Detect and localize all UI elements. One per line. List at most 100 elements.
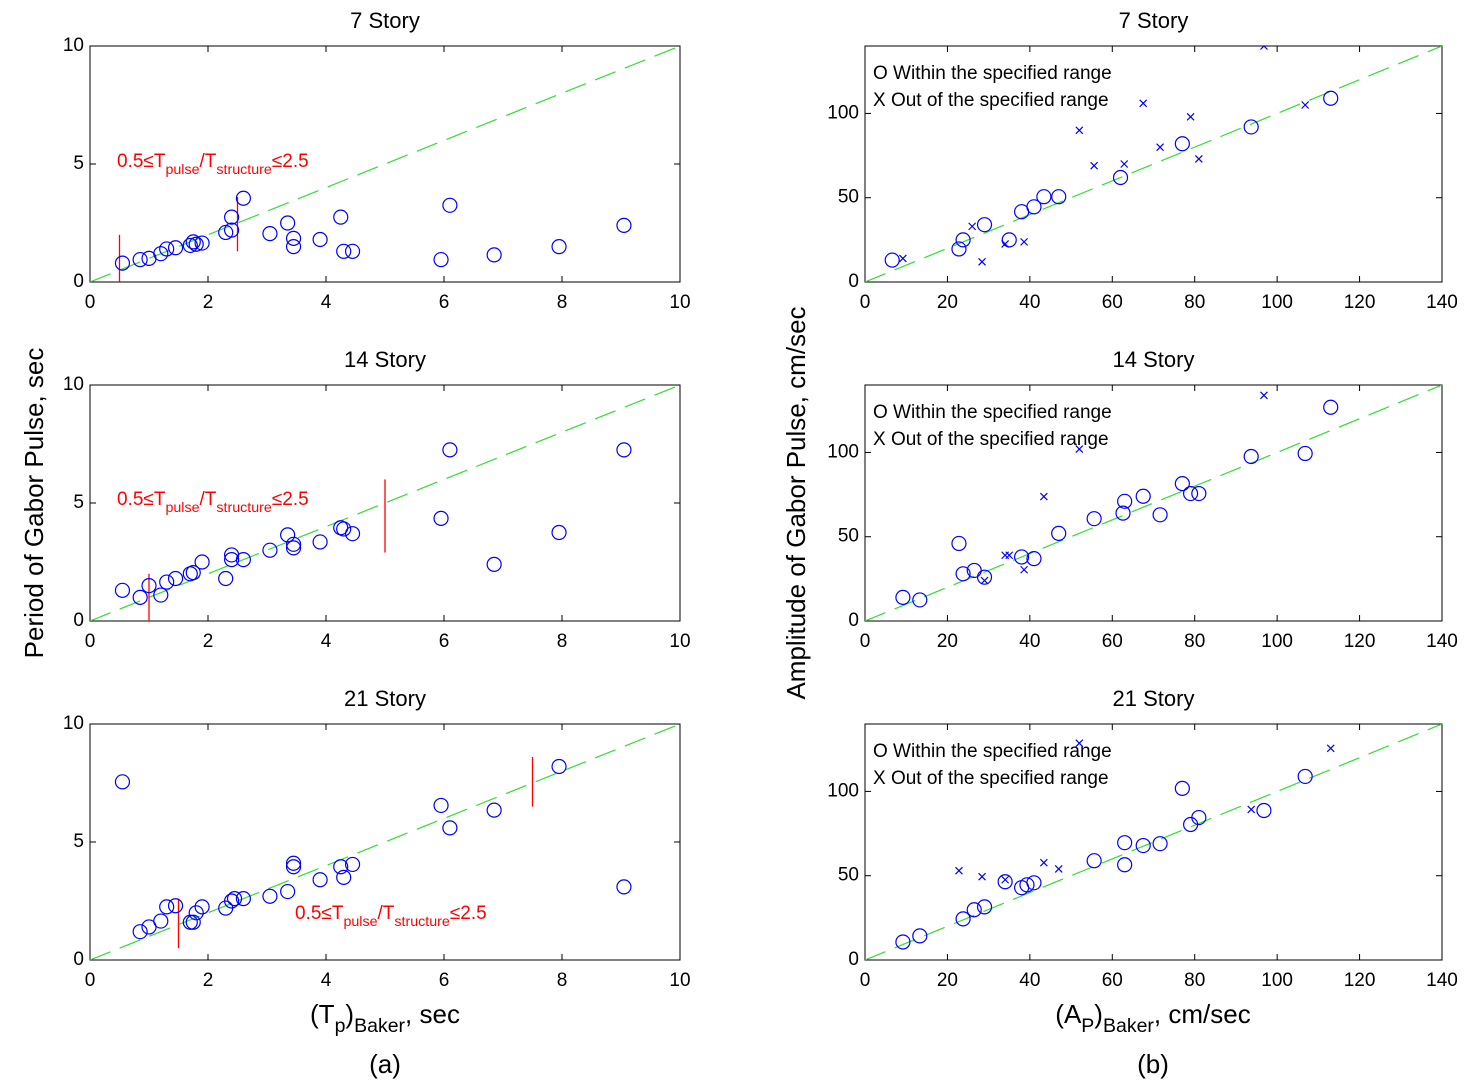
circle-marker	[285, 855, 302, 871]
x-tick-label: 80	[1184, 292, 1205, 313]
x-tick-label: 140	[1426, 292, 1458, 313]
circle-marker	[194, 554, 210, 570]
x-axis-label: (Tp)Baker, sec	[310, 999, 460, 1037]
circle-marker	[344, 856, 361, 873]
circle-marker	[1243, 119, 1259, 135]
circle-marker	[1051, 189, 1067, 205]
annotation: 0.5≤Tpulse/Tstructure≤2.5	[295, 903, 487, 930]
x-tick-label: 2	[203, 292, 214, 313]
circle-marker	[262, 888, 278, 904]
circle-marker	[1323, 399, 1339, 415]
circle-marker	[285, 859, 302, 875]
x-tick-label: 8	[557, 292, 568, 313]
panel-label: (a)	[369, 1049, 401, 1079]
annotation-part: ≤2.5	[272, 151, 309, 172]
x-marker	[898, 254, 907, 263]
plot-area	[90, 724, 680, 960]
circle-marker	[976, 569, 993, 585]
legend-entry: O Within the specified range	[873, 741, 1112, 762]
x-tick-label: 6	[439, 631, 450, 652]
x-marker	[1039, 492, 1048, 501]
reference-line	[865, 724, 1442, 960]
circle-marker	[285, 239, 302, 255]
circle-marker	[1086, 853, 1102, 869]
circle-marker	[1117, 835, 1133, 851]
y-axis-label: Amplitude of Gabor Pulse, cm/sec	[781, 306, 811, 699]
x-tick-label: 60	[1102, 970, 1123, 991]
x-tick-label: 0	[860, 292, 871, 313]
circle-marker	[226, 891, 243, 907]
y-tick-label: 5	[73, 492, 84, 513]
circle-marker	[1135, 488, 1151, 504]
x-tick-label: 20	[937, 970, 958, 991]
circle-marker	[997, 874, 1013, 890]
circle-marker	[114, 255, 131, 271]
x-tick-label: 40	[1019, 970, 1040, 991]
circle-marker	[442, 820, 458, 836]
chart-title: 14 Story	[344, 347, 426, 372]
circle-marker	[1297, 768, 1313, 785]
x-marker	[1247, 805, 1256, 814]
x-axis-label-part: Baker	[354, 1015, 405, 1037]
circle-marker	[1036, 189, 1052, 205]
circle-marker	[224, 552, 240, 568]
circle-marker	[1115, 505, 1131, 521]
x-tick-label: 100	[1261, 292, 1293, 313]
y-tick-label: 100	[827, 441, 859, 462]
circle-marker	[167, 898, 184, 914]
circle-marker	[333, 209, 349, 225]
y-tick-label: 50	[838, 865, 859, 886]
reference-line	[90, 385, 680, 621]
annotation-part: 0.5≤T	[117, 489, 166, 510]
circle-marker	[159, 899, 175, 915]
circle-marker	[132, 589, 148, 606]
x-axis-label-part: , cm/sec	[1154, 999, 1251, 1029]
circle-marker	[285, 540, 302, 556]
circle-marker	[344, 243, 361, 259]
legend-entry: X Out of the specified range	[873, 768, 1109, 789]
x-marker	[1120, 160, 1129, 168]
x-marker	[978, 257, 986, 266]
circle-marker	[1117, 493, 1133, 509]
x-axis-label-part: )	[345, 999, 354, 1029]
x-tick-label: 6	[439, 292, 450, 313]
y-tick-label: 0	[73, 271, 84, 292]
y-tick-label: 5	[73, 153, 84, 174]
x-marker	[1039, 858, 1048, 867]
circle-marker	[141, 577, 157, 594]
y-tick-label: 10	[63, 374, 84, 395]
circle-marker	[224, 222, 240, 238]
annotation-part: pulse	[165, 162, 199, 178]
circle-marker	[312, 231, 328, 248]
chart-title: 7 Story	[350, 8, 420, 33]
circle-marker	[224, 209, 240, 225]
y-tick-label: 0	[73, 949, 84, 970]
annotation-part: 0.5≤T	[117, 151, 166, 172]
x-tick-label: 6	[439, 970, 450, 991]
annotation-part: structure	[216, 500, 272, 516]
x-tick-label: 100	[1261, 970, 1293, 991]
x-tick-label: 80	[1184, 631, 1205, 652]
circle-marker	[616, 442, 632, 458]
circle-marker	[486, 802, 502, 818]
circle-marker	[182, 237, 198, 254]
circle-marker	[1112, 169, 1129, 186]
circle-marker	[976, 899, 993, 915]
x-tick-label: 60	[1102, 292, 1123, 313]
circle-marker	[1135, 837, 1151, 854]
circle-marker	[235, 891, 251, 907]
circle-marker	[1086, 511, 1102, 527]
circle-marker	[285, 230, 302, 246]
annotation-part: structure	[216, 162, 272, 178]
plot-area	[865, 724, 1442, 960]
circle-marker	[1174, 780, 1190, 796]
x-marker	[1156, 143, 1165, 152]
x-tick-label: 4	[321, 292, 332, 313]
circle-marker	[616, 879, 632, 895]
annotation-part: pulse	[343, 914, 377, 930]
circle-marker	[114, 582, 131, 598]
circle-marker	[955, 911, 971, 927]
circle-marker	[153, 913, 169, 929]
circle-marker	[141, 919, 157, 935]
circle-marker	[433, 510, 449, 526]
